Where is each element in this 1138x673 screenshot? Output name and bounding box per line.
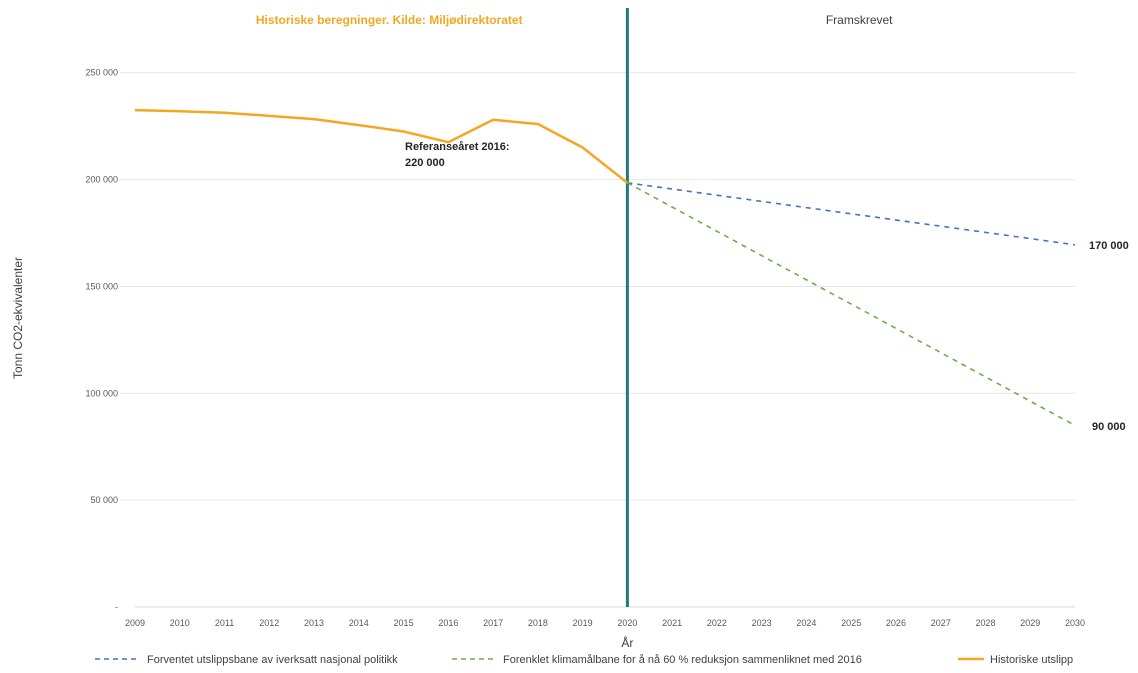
x-tick-label: 2030 xyxy=(1065,618,1085,628)
x-tick-label: 2016 xyxy=(438,618,458,628)
series-historical-emissions xyxy=(134,108,629,184)
x-tick-label: 2029 xyxy=(1020,618,1040,628)
y-tick-labels: 50 000 100 000 150 000 200 000 250 000 - xyxy=(85,68,118,612)
x-tick-labels: 2009 2010 2011 2012 2013 2014 2015 2016 2017 2018… xyxy=(125,618,1085,628)
y-tick-label: 250 000 xyxy=(85,68,118,78)
x-tick-label: 2009 xyxy=(125,618,145,628)
y-tick-label: 200 000 xyxy=(85,175,118,185)
end-label-national-policy: 170 000 xyxy=(1089,240,1129,252)
x-tick-label: 2023 xyxy=(752,618,772,628)
x-tick-label: 2010 xyxy=(170,618,190,628)
reference-year-annotation-value: 220 000 xyxy=(405,157,445,169)
x-tick-label: 2025 xyxy=(841,618,861,628)
legend-item-historical: Historiske utslipp xyxy=(958,654,1073,666)
x-tick-label: 2028 xyxy=(975,618,995,628)
x-tick-label: 2012 xyxy=(259,618,279,628)
legend-label-historical: Historiske utslipp xyxy=(990,654,1073,666)
gridlines xyxy=(120,72,1075,608)
x-tick-label: 2014 xyxy=(349,618,369,628)
series-climate-target xyxy=(627,182,1076,427)
projected-section-title: Framskrevet xyxy=(826,13,893,27)
x-tick-label: 2019 xyxy=(573,618,593,628)
end-label-climate-target: 90 000 xyxy=(1092,421,1126,433)
legend-label-climate-target: Forenklet klimamålbane for å nå 60 % red… xyxy=(503,654,862,666)
x-tick-label: 2013 xyxy=(304,618,324,628)
legend: Forventet utslippsbane av iverksatt nasj… xyxy=(95,654,1073,666)
historical-section-title: Historiske beregninger. Kilde: Miljødire… xyxy=(256,13,523,27)
reference-year-annotation-line1: Referanseåret 2016: xyxy=(405,141,510,153)
legend-item-climate-target: Forenklet klimamålbane for å nå 60 % red… xyxy=(452,654,862,666)
series-national-policy xyxy=(627,182,1076,246)
x-tick-label: 2024 xyxy=(796,618,816,628)
x-tick-label: 2018 xyxy=(528,618,548,628)
x-tick-label: 2021 xyxy=(662,618,682,628)
y-axis-title: Tonn CO2-ekvivalenter xyxy=(11,257,25,379)
x-tick-label: 2027 xyxy=(931,618,951,628)
y-tick-label: 150 000 xyxy=(85,281,118,291)
x-tick-label: 2020 xyxy=(617,618,637,628)
x-tick-label: 2017 xyxy=(483,618,503,628)
x-axis-title: År xyxy=(621,635,633,650)
y-tick-mark: - xyxy=(115,602,118,612)
y-tick-label: 100 000 xyxy=(85,388,118,398)
x-tick-label: 2011 xyxy=(215,618,234,628)
legend-label-national-policy: Forventet utslippsbane av iverksatt nasj… xyxy=(147,654,398,666)
x-tick-label: 2026 xyxy=(886,618,906,628)
x-tick-label: 2015 xyxy=(394,618,414,628)
series-lines xyxy=(134,108,1076,427)
y-tick-label: 50 000 xyxy=(90,495,118,505)
x-tick-label: 2022 xyxy=(707,618,727,628)
legend-item-national-policy: Forventet utslippsbane av iverksatt nasj… xyxy=(95,654,398,666)
